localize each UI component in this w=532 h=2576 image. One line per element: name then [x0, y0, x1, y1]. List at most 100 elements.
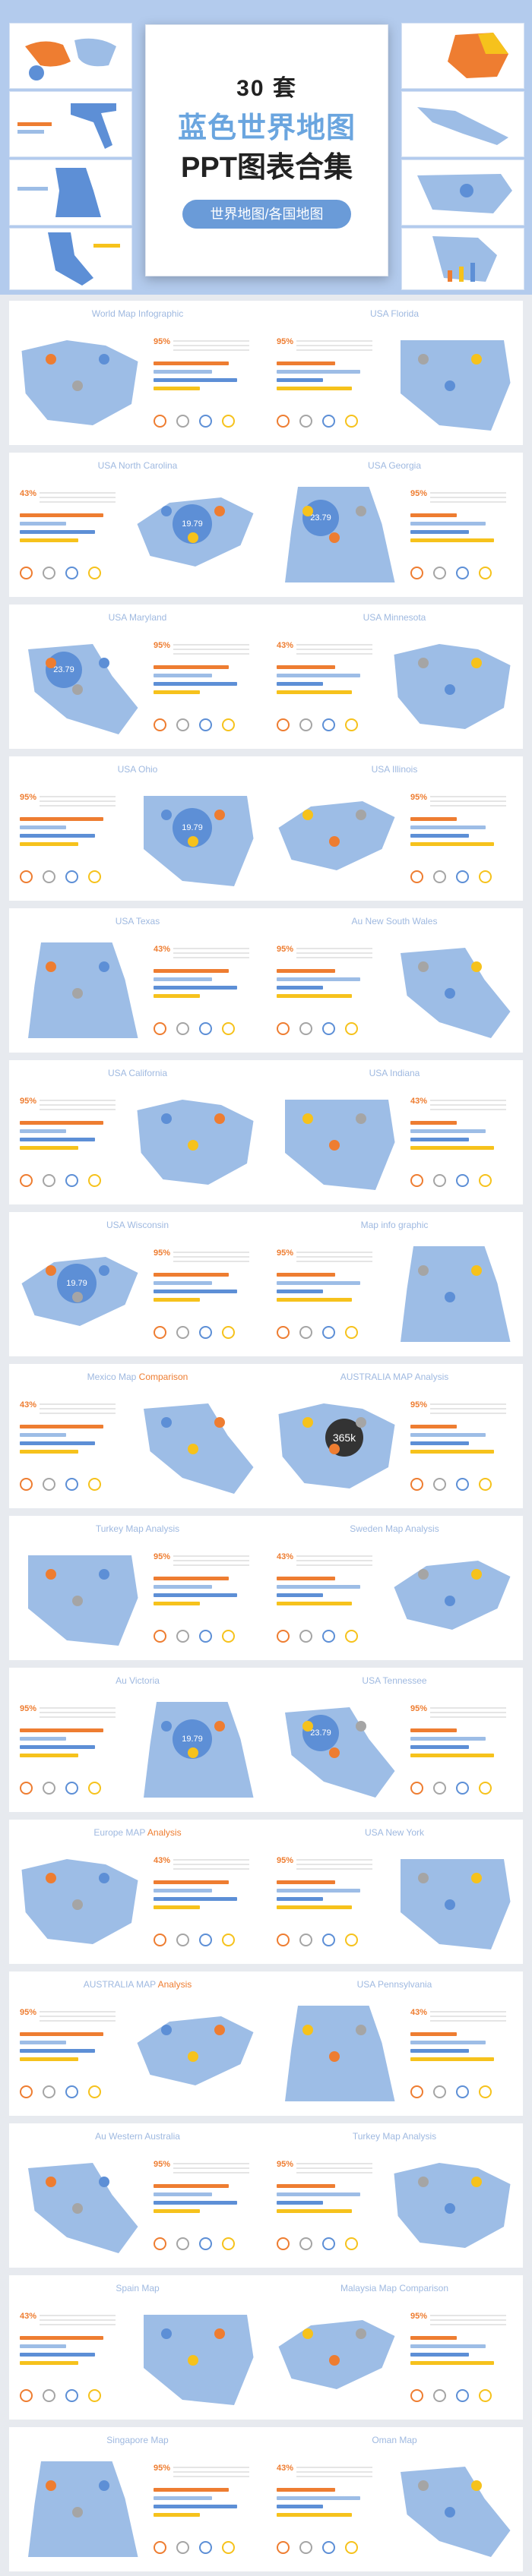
text-lines [430, 793, 506, 810]
slide-card: USA Florida 95% [266, 301, 523, 445]
map-pin-icon [418, 658, 429, 668]
bar-item [154, 1281, 212, 1285]
text-line [173, 2172, 249, 2174]
map-pin-icon [72, 684, 83, 695]
slide-card: Oman Map 43% [266, 2427, 523, 2571]
text-line [40, 1104, 116, 1106]
text-line [173, 957, 249, 958]
bar-item [154, 665, 229, 669]
bar-item [154, 977, 212, 981]
icon-ring [456, 1174, 469, 1187]
slide-card: USA Tennessee 23.79 95% [266, 1668, 523, 1812]
slide-title-text: Singapore Map [106, 2435, 169, 2445]
map-pin-icon [356, 2025, 366, 2035]
slide-title: Map info graphic [266, 1220, 523, 1230]
map-pin-icon [302, 506, 313, 516]
bar-item [410, 2353, 469, 2357]
text-lines [430, 1400, 506, 1417]
icon-ring [43, 2389, 55, 2402]
map-pin-icon [471, 1569, 482, 1580]
cover-thumb-minnesota [9, 159, 132, 226]
bar-item [410, 817, 457, 821]
bar-item [20, 1129, 66, 1133]
bar-item [20, 2032, 103, 2036]
slide-card: USA Wisconsin 19.79 95% [9, 1212, 266, 1356]
slide-card: USA New York 95% [266, 1820, 523, 1964]
icon-ring [88, 1782, 101, 1795]
bar-list [20, 513, 103, 547]
icon-ring [65, 1174, 78, 1187]
text-lines [296, 1856, 372, 1873]
text-lines [173, 1249, 249, 1265]
icon-ring [345, 1630, 358, 1643]
percent-label: 43% [20, 2312, 37, 2321]
bar-item [154, 2505, 237, 2508]
map-region [401, 1246, 511, 1342]
icon-ring [176, 1630, 189, 1643]
slide-title-text: USA New York [364, 1827, 425, 1838]
icon-ring [299, 1934, 312, 1946]
icon-ring [479, 1174, 492, 1187]
icon-ring [456, 2389, 469, 2402]
text-line [296, 2476, 372, 2477]
icon-ring [433, 2085, 446, 2098]
slide-title: Malaysia Map Comparison [266, 2283, 523, 2293]
map-pin-icon [161, 1113, 172, 1124]
text-line [296, 349, 372, 351]
text-line [296, 948, 372, 949]
text-lines [40, 489, 116, 506]
bar-item [277, 370, 360, 374]
bar-item [277, 1602, 352, 1605]
icon-ring [222, 2541, 235, 2554]
text-line [40, 2319, 116, 2321]
icon-ring [88, 1174, 101, 1187]
icon-ring [199, 2237, 212, 2250]
bar-item [277, 1585, 360, 1589]
slide-title-text: Oman Map [372, 2435, 417, 2445]
bar-item [410, 1728, 457, 1732]
text-line [430, 1707, 506, 1709]
text-line [430, 497, 506, 498]
map-shape [401, 2467, 511, 2557]
text-line [173, 644, 249, 646]
bar-item [410, 1737, 486, 1741]
icon-ring [433, 870, 446, 883]
bar-item [20, 2336, 103, 2340]
bar-list [154, 969, 237, 1002]
text-line [430, 2315, 506, 2316]
cover-thumb-australia [401, 23, 524, 89]
bar-item [20, 1728, 103, 1732]
map-pin-icon [72, 1899, 83, 1910]
text-line [296, 1859, 372, 1861]
map-pin-icon [302, 1721, 313, 1732]
percent-label: 95% [410, 793, 428, 802]
bar-item [277, 2201, 323, 2205]
text-line [296, 1261, 372, 1262]
text-line [40, 1109, 116, 1110]
map-pin-icon [214, 1113, 225, 1124]
map-pin-icon [188, 2355, 198, 2366]
icon-ring [65, 567, 78, 579]
bar-item [20, 2049, 95, 2053]
bar-list [154, 2184, 237, 2218]
bar-item [277, 1880, 335, 1884]
text-line [40, 2020, 116, 2022]
bar-item [154, 1273, 229, 1277]
percent-label: 95% [277, 1856, 294, 1865]
bar-item [277, 986, 323, 990]
map-pin-icon [99, 1265, 109, 1276]
icon-ring [88, 870, 101, 883]
map-pin-icon [302, 2328, 313, 2339]
bar-item [277, 378, 323, 382]
bar-item [410, 1138, 469, 1141]
bar-item [277, 361, 335, 365]
map-region [144, 2315, 254, 2405]
map-region [285, 1707, 395, 1798]
text-line [173, 1560, 249, 1561]
map-pin-icon [214, 1417, 225, 1428]
bar-item [410, 1441, 469, 1445]
slide-title: AUSTRALIA MAP Analysis [9, 1979, 266, 1990]
slide-card: Au New South Wales 95% [266, 908, 523, 1053]
slide-card: USA Indiana 43% [266, 1060, 523, 1204]
icon-ring [176, 1326, 189, 1339]
